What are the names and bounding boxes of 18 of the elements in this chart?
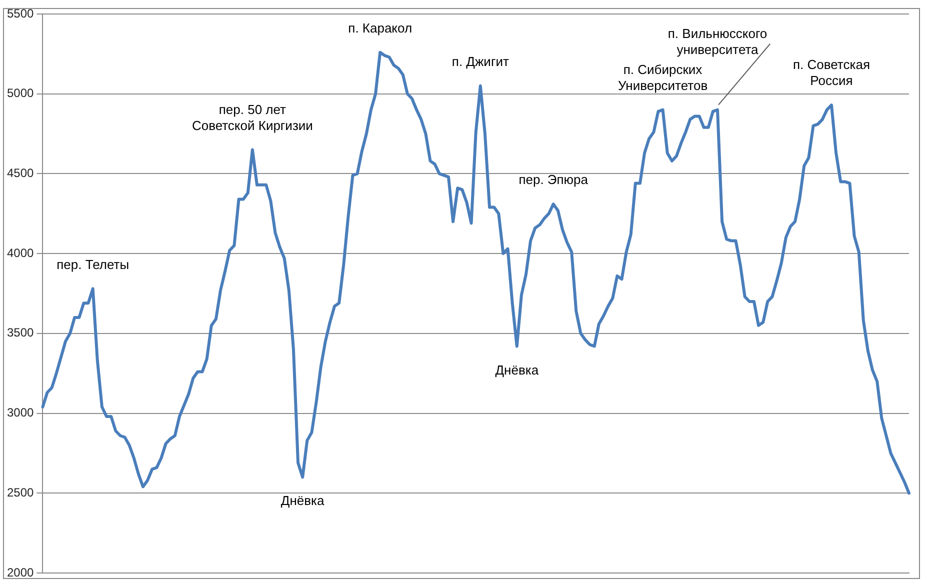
- y-tick-label: 5500: [6, 6, 34, 20]
- y-tick-label: 3500: [6, 326, 34, 340]
- annotation: п. Сибирских Университетов: [618, 62, 708, 93]
- annotation: пер. Эпюра: [518, 172, 589, 188]
- annotation: п. Каракол: [348, 20, 412, 36]
- annotation: пер. 50 лет Советской Киргизии: [192, 102, 313, 133]
- y-tick-label: 2000: [6, 565, 34, 580]
- y-tick-label: 3000: [6, 406, 34, 420]
- y-tick-label: 2500: [6, 485, 34, 500]
- annotation: пер. Телеты: [56, 256, 130, 272]
- y-tick-label: 5000: [6, 86, 34, 100]
- y-tick-label: 4500: [6, 166, 34, 180]
- annotation: Днёвка: [495, 362, 540, 378]
- y-tick-label: 4000: [6, 246, 34, 260]
- annotation: п. Советская Россия: [792, 57, 870, 88]
- annotation: Днёвка: [280, 493, 326, 508]
- annotation: п. Джигит: [452, 54, 509, 69]
- annotation: п. Вильнюсского университета: [668, 26, 768, 57]
